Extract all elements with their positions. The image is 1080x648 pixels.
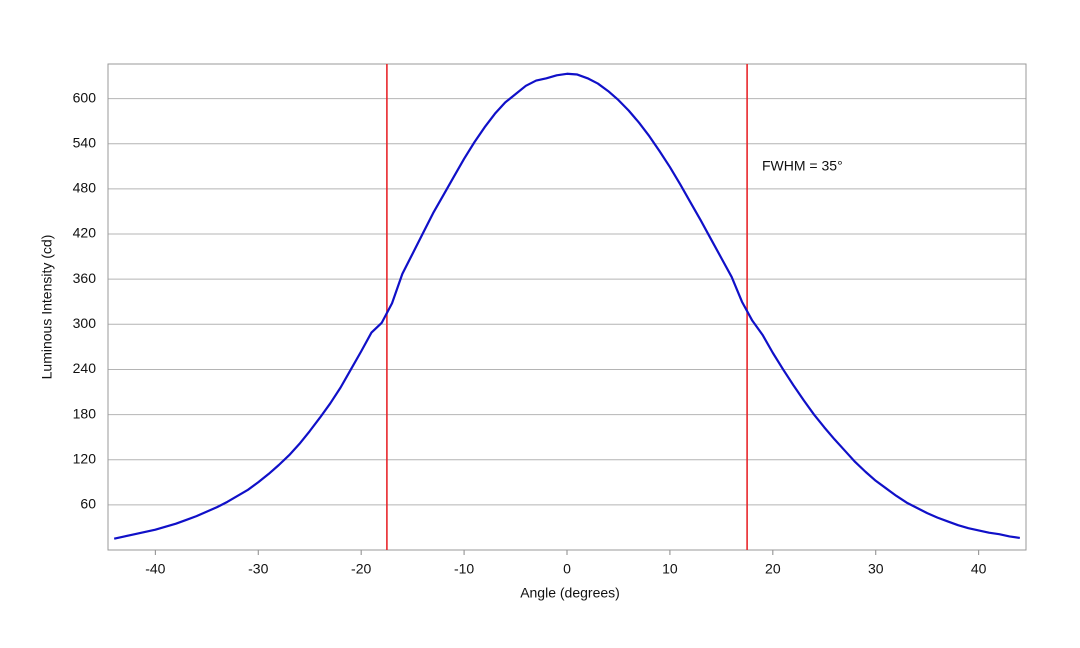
y-axis-label: Luminous Intensity (cd) bbox=[39, 235, 55, 380]
y-tick-label: 540 bbox=[73, 134, 97, 150]
y-tick-label: 360 bbox=[73, 270, 97, 286]
x-tick-label: -30 bbox=[248, 561, 268, 577]
plot-frame bbox=[107, 63, 1027, 551]
data-line bbox=[113, 72, 1020, 540]
x-tick-label: 20 bbox=[765, 561, 781, 577]
annotation: FWHM = 35° bbox=[762, 158, 843, 174]
y-tick-label: 120 bbox=[73, 450, 97, 466]
x-tick-label: 30 bbox=[868, 561, 884, 577]
y-tick-label: 420 bbox=[73, 225, 97, 241]
x-tick-label: 10 bbox=[662, 561, 678, 577]
y-tick-label: 180 bbox=[73, 405, 97, 421]
y-tick-label: 60 bbox=[80, 496, 96, 512]
x-tick-label: -40 bbox=[145, 561, 165, 577]
x-tick-label: 0 bbox=[563, 561, 571, 577]
y-tick-label: 600 bbox=[73, 89, 97, 105]
x-tick-label: 40 bbox=[971, 561, 987, 577]
x-tick-label: -10 bbox=[454, 561, 474, 577]
y-tick-label: 240 bbox=[73, 360, 97, 376]
x-tick-label: -20 bbox=[351, 561, 371, 577]
y-tick-label: 480 bbox=[73, 180, 97, 196]
x-axis-label: Angle (degrees) bbox=[520, 585, 620, 601]
y-tick-label: 300 bbox=[73, 315, 97, 331]
